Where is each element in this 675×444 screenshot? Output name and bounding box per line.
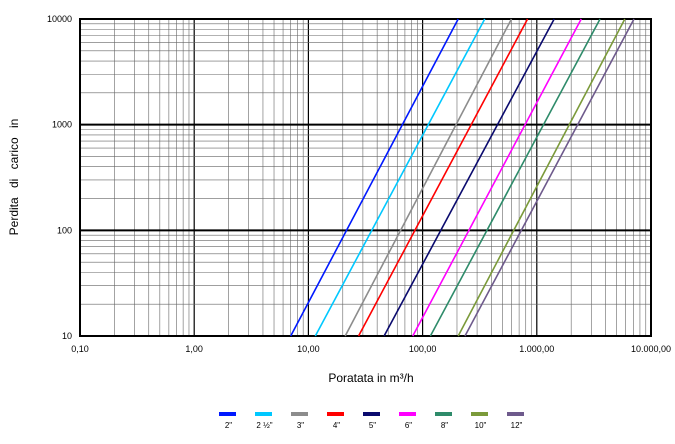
x-tick-label: 10.000,00 [631, 344, 671, 354]
series-line-3 [344, 18, 513, 337]
legend-label-5: 5" [369, 421, 376, 430]
series-line-2 [314, 18, 486, 337]
x-tick-labels: 0,10 1,00 10,00 100,00 1.000,00 10.000,00 [71, 344, 671, 354]
legend-swatch-9 [507, 412, 524, 416]
legend-swatch-2 [255, 412, 272, 416]
y-tick-label: 100 [57, 225, 72, 235]
legend-swatch-3 [291, 412, 308, 416]
legend-label-8: 10" [475, 421, 487, 430]
y-tick-label: 1000 [52, 120, 72, 130]
legend-label-3: 3" [297, 421, 304, 430]
series-lines [290, 18, 635, 337]
series-line-4 [357, 18, 529, 337]
series-line-7 [429, 18, 601, 337]
y-axis-label: Perdita di carico in [7, 119, 21, 236]
series-line-5 [383, 18, 555, 337]
plot-border [79, 18, 652, 337]
legend-swatch-1 [219, 412, 236, 416]
legend-swatch-4 [327, 412, 344, 416]
series-line-9 [464, 18, 635, 337]
legend-label-4: 4" [333, 421, 340, 430]
x-tick-label: 10,00 [297, 344, 320, 354]
legend-swatch-6 [399, 412, 416, 416]
x-tick-label: 100,00 [409, 344, 437, 354]
legend-swatch-5 [363, 412, 380, 416]
x-tick-label: 0,10 [71, 344, 89, 354]
grid [79, 19, 651, 337]
legend-label-1: 2" [225, 421, 232, 430]
series-line-1 [290, 18, 459, 337]
legend-label-6: 6" [405, 421, 412, 430]
legend-label-9: 12" [511, 421, 523, 430]
x-axis-label: Poratata in m³/h [328, 371, 413, 385]
y-tick-label: 10 [62, 331, 72, 341]
y-tick-label: 10000 [47, 14, 72, 24]
legend-swatch-7 [435, 412, 452, 416]
x-tick-label: 1,00 [185, 344, 203, 354]
plot-frame [79, 18, 652, 337]
x-tick-label: 1.000,00 [519, 344, 554, 354]
y-tick-labels: 10 100 1000 10000 [47, 14, 72, 341]
legend: 2" 2 ½" 3" 4" 5" 6" 8" 10" 12" [219, 412, 524, 430]
series-line-6 [412, 18, 582, 337]
legend-label-2: 2 ½" [256, 421, 272, 430]
legend-label-7: 8" [441, 421, 448, 430]
legend-swatch-8 [471, 412, 488, 416]
series-line-8 [457, 18, 626, 337]
